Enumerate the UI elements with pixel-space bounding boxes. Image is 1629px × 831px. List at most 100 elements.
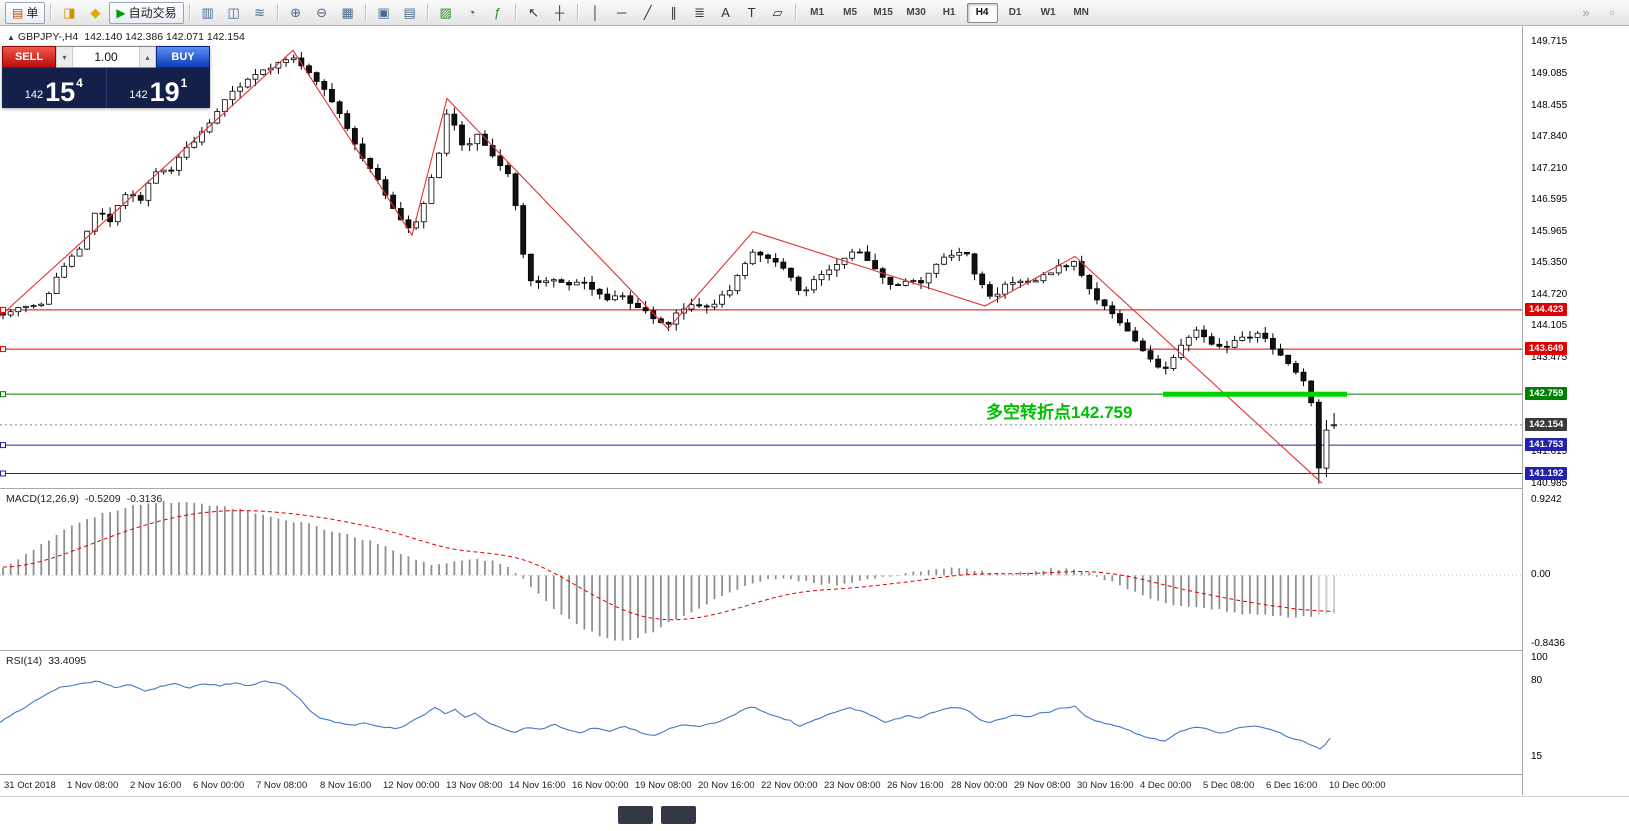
timeframe-h1-button[interactable]: H1 xyxy=(934,3,965,23)
navigator-icon[interactable]: ◆ xyxy=(83,3,107,23)
candlestick-type-icon[interactable]: ◫ xyxy=(222,3,246,23)
sell-price[interactable]: 142 15 4 xyxy=(2,68,106,108)
navigator-icon-icon: ◆ xyxy=(90,4,101,20)
shapes-icon-icon: ▱ xyxy=(772,4,783,20)
time-axis-label: 20 Nov 16:00 xyxy=(698,780,755,791)
line-chart-type-icon-icon: ≋ xyxy=(254,4,266,20)
rsi-axis-label: 80 xyxy=(1531,675,1543,686)
price-axis-label: 148.455 xyxy=(1531,100,1568,111)
period-clock-icon-icon: ◔ xyxy=(467,5,476,20)
line-handle[interactable] xyxy=(0,346,6,353)
price-axis-label: 143.475 xyxy=(1531,352,1568,363)
label-icon[interactable]: T xyxy=(740,3,764,23)
timeframe-m1-button-label: M1 xyxy=(810,7,825,18)
vertical-line-icon[interactable]: │ xyxy=(584,3,608,23)
timeframe-m15-button-label: M15 xyxy=(873,7,893,18)
text-icon[interactable]: A xyxy=(714,3,738,23)
charts-window-icon[interactable]: ◨ xyxy=(57,3,81,23)
dock-icon[interactable]: ▫ xyxy=(1600,3,1624,23)
timeframe-m15-button[interactable]: M15 xyxy=(868,3,899,23)
time-axis-label: 29 Nov 08:00 xyxy=(1014,780,1071,791)
macd-panel[interactable] xyxy=(0,490,1522,650)
support-segment[interactable] xyxy=(1163,391,1347,397)
line-handle[interactable] xyxy=(0,306,6,313)
line-chart-type-icon[interactable]: ≋ xyxy=(248,3,272,23)
line-handle[interactable] xyxy=(0,391,6,398)
toolbar-separator xyxy=(276,4,279,21)
lot-size-field[interactable]: ▾ 1.00 ▴ xyxy=(56,46,156,68)
channel-icon-icon: ∥ xyxy=(670,4,677,20)
price-axis-label: 141.615 xyxy=(1531,446,1568,457)
zoom-in-icon[interactable]: ⊕ xyxy=(284,3,308,23)
rsi-panel[interactable] xyxy=(0,652,1522,774)
main-chart[interactable] xyxy=(0,26,1522,488)
time-axis-label: 19 Nov 08:00 xyxy=(635,780,692,791)
toolbar-separator xyxy=(50,4,53,21)
line-handle[interactable] xyxy=(0,442,6,449)
price-axis[interactable]: 149.715 149.085 148.455 147.840 147.210 146.5… xyxy=(1523,26,1629,795)
price-line-badge: 144.423 xyxy=(1525,303,1568,316)
fibonacci-icon[interactable]: ≣ xyxy=(688,3,712,23)
price-axis-label: 147.840 xyxy=(1531,131,1568,142)
time-axis-label: 23 Nov 08:00 xyxy=(824,780,881,791)
horizontal-line-icon[interactable]: ─ xyxy=(610,3,634,23)
timeframe-h4-button[interactable]: H4 xyxy=(966,2,998,23)
macd-label: MACD(12,26,9) -0.5209 -0.3136 xyxy=(6,493,168,505)
line-handle[interactable] xyxy=(0,470,6,477)
time-axis-label: 22 Nov 00:00 xyxy=(761,780,818,791)
rsi-line xyxy=(0,680,1331,750)
shapes-icon[interactable]: ▱ xyxy=(766,3,790,23)
new-order-button[interactable]: ▤ 单 xyxy=(5,1,46,24)
timeframe-m1-button[interactable]: M1 xyxy=(802,3,833,23)
crosshair-icon[interactable]: ┼ xyxy=(548,3,572,23)
fibonacci-icon-icon: ≣ xyxy=(694,4,706,20)
bottom-panel-box[interactable] xyxy=(661,806,696,824)
timeframe-m5-button[interactable]: M5 xyxy=(835,3,866,23)
cursor-icon-icon: ↖ xyxy=(528,4,540,20)
bar-chart-type-icon[interactable]: ▥ xyxy=(196,3,220,23)
channel-icon[interactable]: ∥ xyxy=(662,3,686,23)
macd-axis-label: -0.8436 xyxy=(1531,638,1565,649)
timeframe-mn-button[interactable]: MN xyxy=(1066,3,1097,23)
toolbar-overflow-icon[interactable]: » xyxy=(1574,3,1598,23)
timeframe-m30-button[interactable]: M30 xyxy=(901,3,932,23)
toolbar-separator xyxy=(514,4,517,21)
lot-increase-button[interactable]: ▴ xyxy=(139,47,156,67)
panel-separator[interactable] xyxy=(0,488,1629,489)
bottom-panel-box[interactable] xyxy=(618,806,653,824)
auto-arrange-icon[interactable]: ▤ xyxy=(398,3,422,23)
timeframe-d1-button[interactable]: D1 xyxy=(1000,3,1031,23)
candlestick-type-icon-icon: ◫ xyxy=(227,4,240,20)
lot-decrease-button[interactable]: ▾ xyxy=(56,47,73,67)
lot-size-value[interactable]: 1.00 xyxy=(94,50,118,64)
label-icon-icon: T xyxy=(747,5,756,20)
tile-windows-icon[interactable]: ▣ xyxy=(372,3,396,23)
zoom-out-icon[interactable]: ⊖ xyxy=(310,3,334,23)
timeframe-m5-button-label: M5 xyxy=(843,7,858,18)
toolbar-separator xyxy=(794,4,797,21)
panel-separator[interactable] xyxy=(0,650,1629,651)
autotrade-icon: ▶ xyxy=(116,5,126,20)
grid-icon[interactable]: ▦ xyxy=(336,3,360,23)
period-clock-icon[interactable]: ◔ xyxy=(460,3,484,23)
buy-price[interactable]: 142 19 1 xyxy=(105,68,211,108)
zigzag-line[interactable] xyxy=(0,49,1323,484)
toolbar-separator xyxy=(426,4,429,21)
buy-price-base: 142 xyxy=(129,89,148,101)
price-axis-label: 145.965 xyxy=(1531,226,1568,237)
buy-button[interactable]: BUY xyxy=(156,46,210,68)
timeframe-mn-button-label: MN xyxy=(1073,7,1089,18)
collapse-arrow-icon[interactable]: ▲ xyxy=(7,33,15,42)
price-axis-label: 149.085 xyxy=(1531,68,1568,79)
cursor-icon[interactable]: ↖ xyxy=(522,3,546,23)
time-axis-label: 4 Dec 00:00 xyxy=(1140,780,1192,791)
autotrade-button[interactable]: ▶ 自动交易 xyxy=(109,1,184,24)
new-chart-icon[interactable]: ▨ xyxy=(434,3,458,23)
trendline-icon[interactable]: ╱ xyxy=(636,3,660,23)
indicators-icon[interactable]: ƒ xyxy=(486,3,510,23)
sell-button[interactable]: SELL xyxy=(2,46,56,68)
new-order-icon: ▤ xyxy=(12,5,24,20)
timeframe-w1-button[interactable]: W1 xyxy=(1033,3,1064,23)
time-axis[interactable]: 31 Oct 2018 1 Nov 08:00 2 Nov 16:00 6 Nov 0… xyxy=(0,776,1629,796)
